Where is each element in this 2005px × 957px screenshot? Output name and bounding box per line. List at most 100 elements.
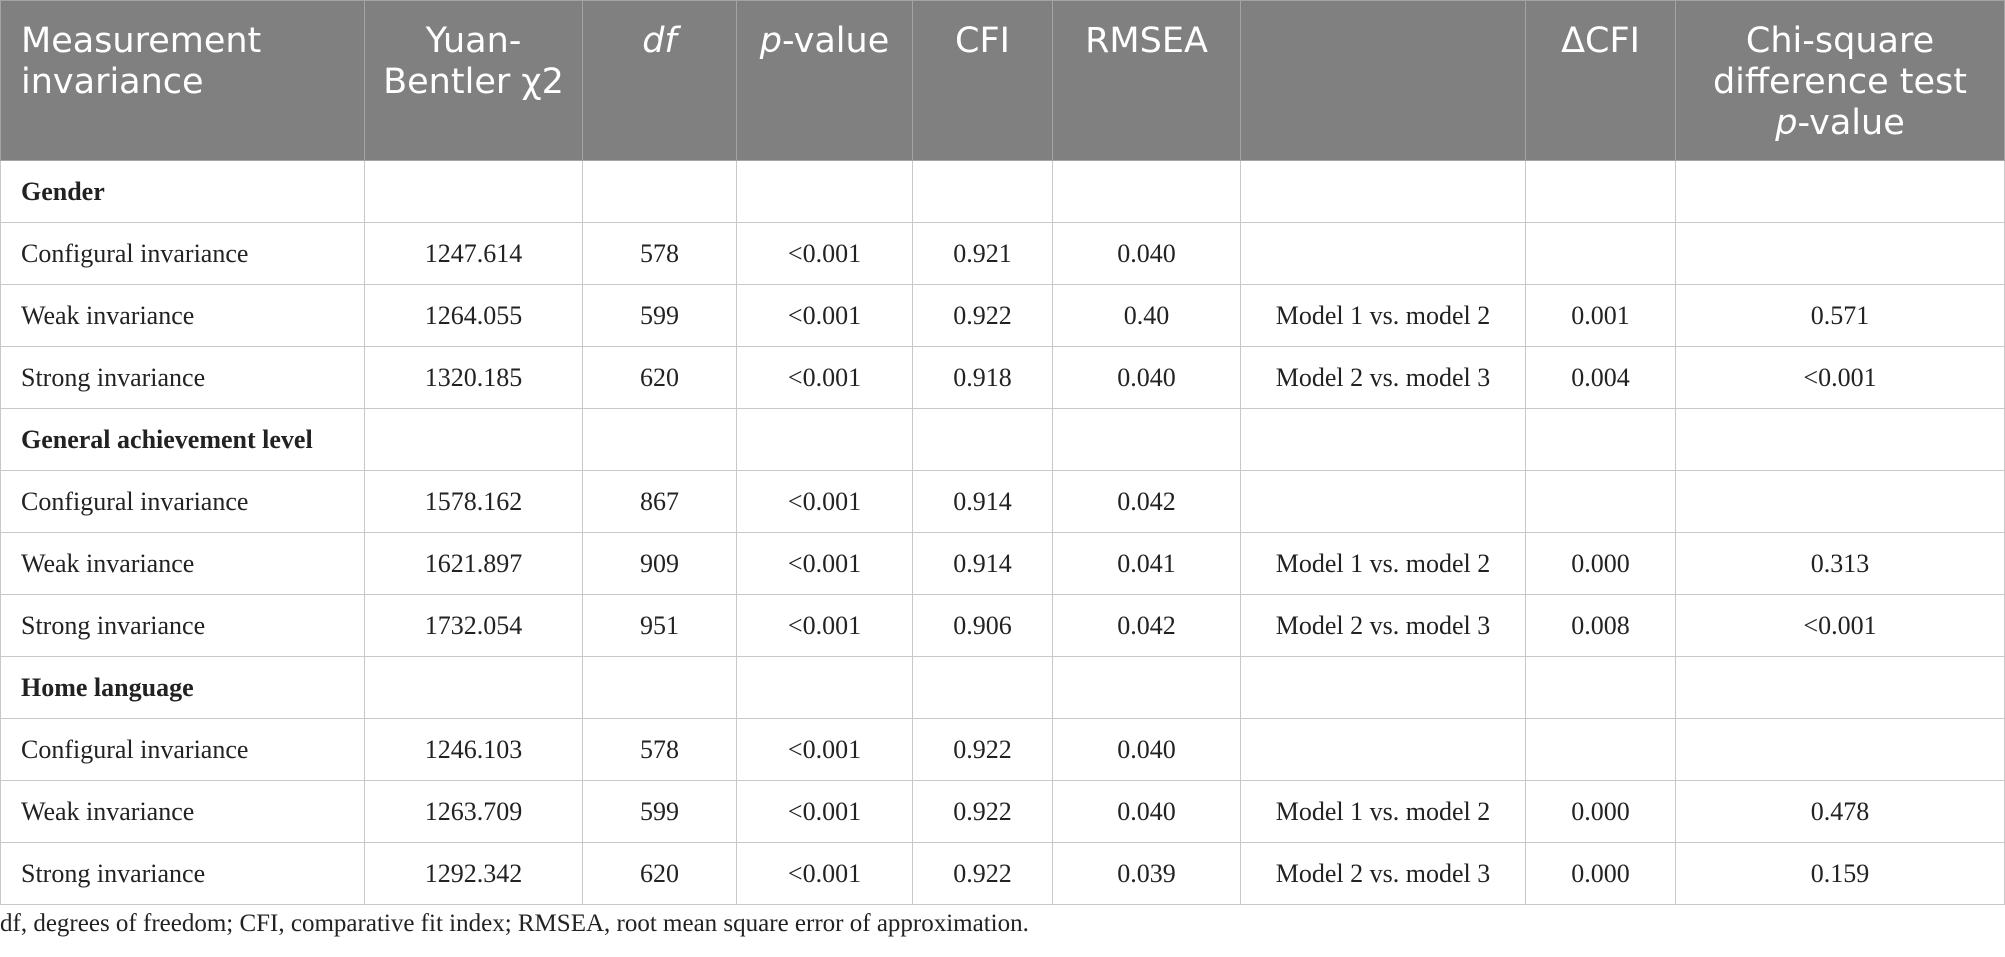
chi2-cell: 1320.185 xyxy=(364,346,583,409)
df-cell: 599 xyxy=(582,284,737,347)
col-header-delta-cfi: ΔCFI xyxy=(1525,0,1676,161)
delta-cfi-cell: 0.000 xyxy=(1525,532,1676,595)
table-row: Weak invariance 1621.897 909 <0.001 0.91… xyxy=(0,532,2005,595)
p-cell: <0.001 xyxy=(736,284,913,347)
rmsea-cell: 0.042 xyxy=(1052,594,1241,657)
comparison-cell: Model 2 vs. model 3 xyxy=(1240,594,1526,657)
cfi-cell: 0.906 xyxy=(912,594,1053,657)
delta-cfi-cell xyxy=(1525,718,1676,781)
p-rest: -value xyxy=(781,21,890,61)
delta-cfi-cell: 0.000 xyxy=(1525,842,1676,905)
cfi-cell: 0.922 xyxy=(912,842,1053,905)
p-cell: <0.001 xyxy=(736,470,913,533)
section-title: Gender xyxy=(0,160,365,223)
df-cell: 620 xyxy=(582,346,737,409)
p-cell: <0.001 xyxy=(736,780,913,843)
row-label: Configural invariance xyxy=(0,222,365,285)
chisq-p-rest: -value xyxy=(1797,103,1905,143)
df-cell: 599 xyxy=(582,780,737,843)
delta-cfi-cell xyxy=(1525,470,1676,533)
p-italic: p xyxy=(759,21,782,61)
chi2-cell: 1246.103 xyxy=(364,718,583,781)
p-cell: <0.001 xyxy=(736,532,913,595)
df-cell: 867 xyxy=(582,470,737,533)
comparison-cell: Model 2 vs. model 3 xyxy=(1240,346,1526,409)
comparison-cell: Model 1 vs. model 2 xyxy=(1240,284,1526,347)
table-row: Configural invariance 1246.103 578 <0.00… xyxy=(0,718,2005,781)
row-label: Strong invariance xyxy=(0,346,365,409)
col-header-chi-square-difference: Chi-square difference test p-value xyxy=(1675,0,2005,161)
chi2-cell: 1621.897 xyxy=(364,532,583,595)
table-footnote: df, degrees of freedom; CFI, comparative… xyxy=(0,910,1029,937)
cfi-cell: 0.918 xyxy=(912,346,1053,409)
chisq-p-cell: <0.001 xyxy=(1675,594,2005,657)
df-cell: 909 xyxy=(582,532,737,595)
df-cell: 578 xyxy=(582,222,737,285)
row-label: Configural invariance xyxy=(0,470,365,533)
yb-line2: Bentler χ2 xyxy=(383,62,564,102)
col-header-comparison xyxy=(1240,0,1526,161)
row-label: Weak invariance xyxy=(0,284,365,347)
row-label: Strong invariance xyxy=(0,594,365,657)
section-row-gender: Gender xyxy=(0,160,2005,223)
table-row: Strong invariance 1292.342 620 <0.001 0.… xyxy=(0,842,2005,905)
row-label: Weak invariance xyxy=(0,780,365,843)
yb-line1: Yuan- xyxy=(425,21,522,61)
cfi-cell: 0.914 xyxy=(912,532,1053,595)
comparison-cell: Model 1 vs. model 2 xyxy=(1240,780,1526,843)
table-row: Weak invariance 1263.709 599 <0.001 0.92… xyxy=(0,780,2005,843)
chi2-cell: 1247.614 xyxy=(364,222,583,285)
comparison-cell xyxy=(1240,222,1526,285)
chi2-cell: 1732.054 xyxy=(364,594,583,657)
delta-cfi-cell xyxy=(1525,222,1676,285)
rmsea-cell: 0.40 xyxy=(1052,284,1241,347)
section-row-home-language: Home language xyxy=(0,656,2005,719)
col-header-p-value: p-value xyxy=(736,0,913,161)
invariance-table: Measurement invariance Yuan- Bentler χ2 … xyxy=(0,0,2005,905)
chisq-p-cell xyxy=(1675,470,2005,533)
cfi-cell: 0.922 xyxy=(912,284,1053,347)
df-cell: 620 xyxy=(582,842,737,905)
chisq-p-cell: 0.159 xyxy=(1675,842,2005,905)
chi2-cell: 1264.055 xyxy=(364,284,583,347)
delta-cfi-cell: 0.004 xyxy=(1525,346,1676,409)
rmsea-cell: 0.040 xyxy=(1052,780,1241,843)
rmsea-cell: 0.039 xyxy=(1052,842,1241,905)
table-header: Measurement invariance Yuan- Bentler χ2 … xyxy=(0,0,2005,161)
col-header-df: df xyxy=(582,0,737,161)
rmsea-cell: 0.041 xyxy=(1052,532,1241,595)
comparison-cell: Model 2 vs. model 3 xyxy=(1240,842,1526,905)
delta-cfi-cell: 0.001 xyxy=(1525,284,1676,347)
df-cell: 951 xyxy=(582,594,737,657)
p-cell: <0.001 xyxy=(736,842,913,905)
comparison-cell: Model 1 vs. model 2 xyxy=(1240,532,1526,595)
chi2-cell: 1292.342 xyxy=(364,842,583,905)
section-title: General achievement level xyxy=(0,408,365,471)
col-header-cfi: CFI xyxy=(912,0,1053,161)
row-label: Weak invariance xyxy=(0,532,365,595)
chisq-p-cell: 0.478 xyxy=(1675,780,2005,843)
comparison-cell xyxy=(1240,470,1526,533)
cfi-cell: 0.922 xyxy=(912,780,1053,843)
rmsea-cell: 0.040 xyxy=(1052,718,1241,781)
comparison-cell xyxy=(1240,718,1526,781)
table-row: Strong invariance 1320.185 620 <0.001 0.… xyxy=(0,346,2005,409)
section-row-general-achievement-level: General achievement level xyxy=(0,408,2005,471)
chisq-p-cell: 0.313 xyxy=(1675,532,2005,595)
chisq-line1: Chi-square xyxy=(1745,21,1935,61)
section-title: Home language xyxy=(0,656,365,719)
col-header-measurement-invariance: Measurement invariance xyxy=(0,0,365,161)
row-label: Strong invariance xyxy=(0,842,365,905)
chi2-cell: 1578.162 xyxy=(364,470,583,533)
chi2-cell: 1263.709 xyxy=(364,780,583,843)
chisq-p-cell xyxy=(1675,222,2005,285)
chisq-p-italic: p xyxy=(1775,103,1798,143)
rmsea-cell: 0.042 xyxy=(1052,470,1241,533)
chisq-p-cell: 0.571 xyxy=(1675,284,2005,347)
p-cell: <0.001 xyxy=(736,718,913,781)
p-cell: <0.001 xyxy=(736,222,913,285)
cfi-cell: 0.914 xyxy=(912,470,1053,533)
cfi-cell: 0.921 xyxy=(912,222,1053,285)
cfi-cell: 0.922 xyxy=(912,718,1053,781)
table-row: Strong invariance 1732.054 951 <0.001 0.… xyxy=(0,594,2005,657)
